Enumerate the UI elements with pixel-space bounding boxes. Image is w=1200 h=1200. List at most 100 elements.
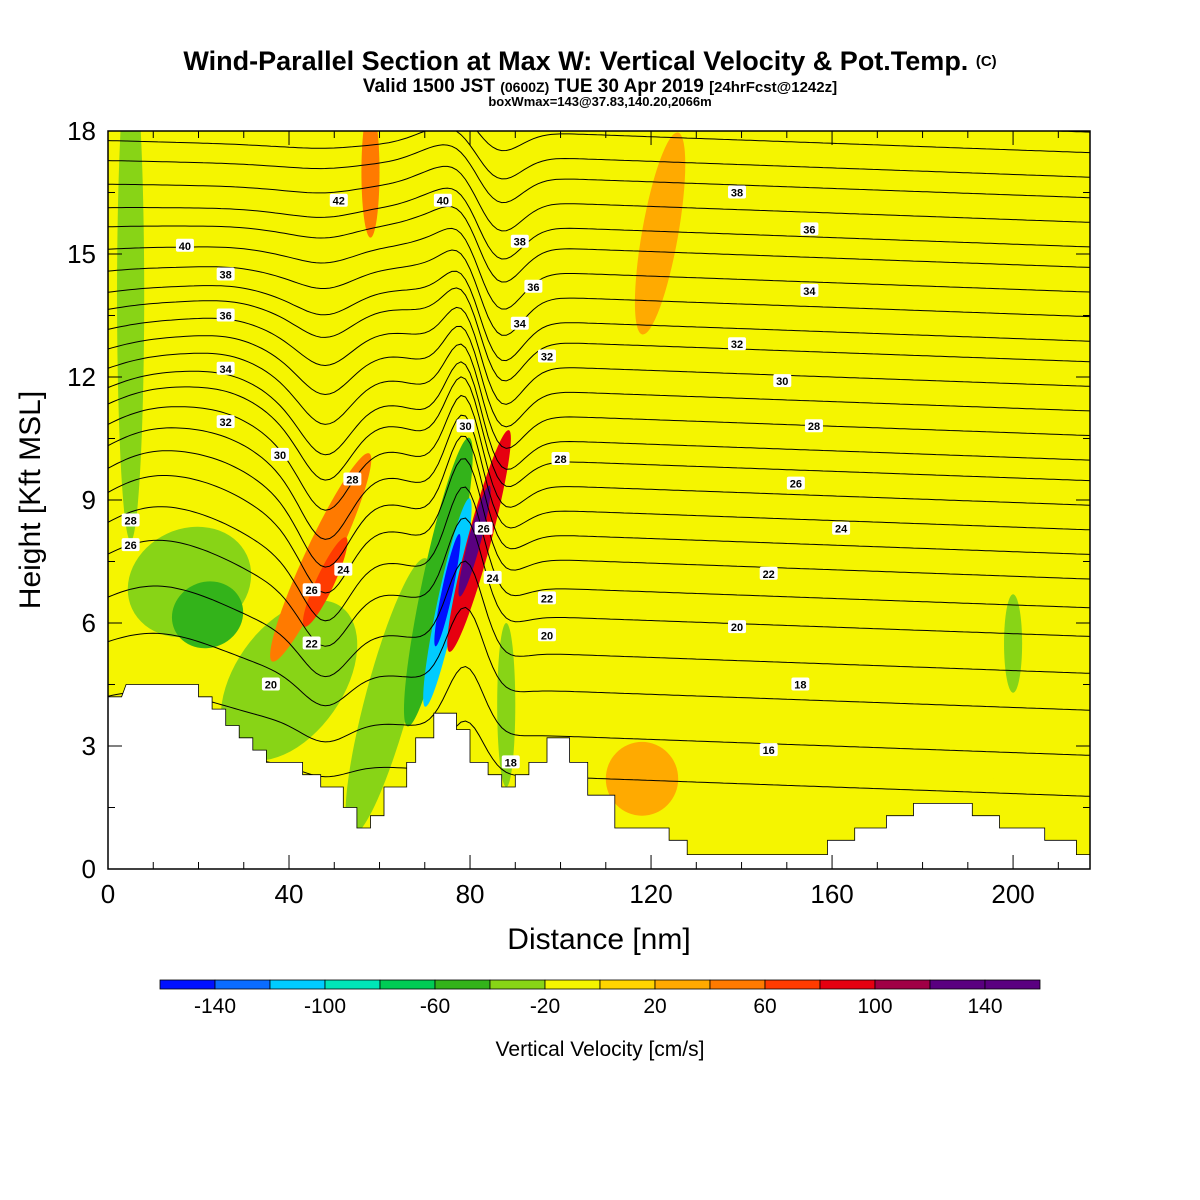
isentrope-label-text-32: 26 <box>790 479 802 491</box>
x-tick-label-3: 120 <box>629 879 672 909</box>
isentrope-label-12: 40 <box>175 238 194 253</box>
isentrope-label-0: 26 <box>121 538 140 552</box>
isentrope-label-text-33: 24 <box>835 524 848 536</box>
isentrope-label-23: 36 <box>524 279 543 294</box>
isentrope-label-31: 28 <box>804 419 823 433</box>
isentrope-label-13: 42 <box>329 193 348 208</box>
isentrope-label-29: 32 <box>728 337 747 351</box>
isentrope-label-3: 22 <box>302 636 321 651</box>
colorbar-swatch-9 <box>654 979 711 990</box>
isentrope-31 <box>108 287 1090 382</box>
colorbar-title: Vertical Velocity [cm/s] <box>496 1038 705 1061</box>
colorbar-swatch-1 <box>214 979 271 990</box>
isentrope-label-text-21: 32 <box>541 352 553 364</box>
isentrope-label-32: 26 <box>786 476 805 491</box>
velocity-cell-2 <box>171 581 244 649</box>
isentrope-label-text-35: 20 <box>731 622 743 634</box>
isentrope-label-text-1: 28 <box>125 516 137 528</box>
isentrope-label-25: 28 <box>551 452 570 466</box>
isentrope-label-text-25: 28 <box>554 454 566 466</box>
colorbar-swatch-15 <box>984 979 1041 990</box>
isentrope-label-text-4: 26 <box>306 585 318 597</box>
colorbar-label-7: 140 <box>967 995 1002 1018</box>
isentrope-label-19: 22 <box>537 591 556 605</box>
velocity-band-4 <box>637 336 710 828</box>
velocity-cell-5 <box>270 453 372 662</box>
isentrope-label-6: 28 <box>343 472 362 487</box>
colorbar-swatch-7 <box>544 979 601 990</box>
chart-subtitle-2: boxWmax=143@37.83,140.20,2066m <box>488 94 711 109</box>
isentrope-label-14: 40 <box>433 193 452 208</box>
colorbar-swatch-12 <box>819 979 876 990</box>
isentrope-label-text-8: 32 <box>220 417 232 429</box>
colorbar: -140 -100 -60 -20 20 60 100 140 <box>159 979 1041 1018</box>
isentrope-label-text-15: 30 <box>459 421 471 433</box>
velocity-cell-10 <box>434 534 461 647</box>
isentrope-label-text-9: 34 <box>220 364 233 376</box>
isentrope-label-9: 34 <box>216 361 235 376</box>
colorbar-label-2: -60 <box>420 995 450 1018</box>
isentrope-25 <box>108 394 1090 511</box>
isentrope-40 <box>476 131 1090 154</box>
isentrope-label-22: 34 <box>510 316 529 331</box>
isentrope-37 <box>108 165 1090 232</box>
isentrope-27 <box>108 361 1090 470</box>
isentrope-label-text-5: 24 <box>337 565 350 577</box>
velocity-cell-8 <box>403 437 473 727</box>
isentrope-20 <box>108 517 1090 647</box>
isentrope-label-5: 24 <box>334 562 353 577</box>
y-tick-label-1: 3 <box>82 731 96 761</box>
isentrope-label-15: 30 <box>456 419 475 433</box>
colorbar-swatch-11 <box>764 979 821 990</box>
isentrope-19 <box>108 560 1090 678</box>
isentrope-label-text-23: 36 <box>527 282 539 294</box>
isentrope-17 <box>108 665 1090 756</box>
isentrope-label-8: 32 <box>216 415 235 429</box>
velocity-cell-6 <box>302 537 348 627</box>
isentrope-label-34: 22 <box>759 566 778 581</box>
velocity-cell-12 <box>458 485 491 597</box>
isentrope-30 <box>108 306 1090 405</box>
isentrope-label-text-17: 24 <box>487 573 500 585</box>
isentrope-label-text-7: 30 <box>274 450 286 462</box>
isentrope-label-33: 24 <box>832 521 851 536</box>
isentrope-38 <box>108 144 1090 204</box>
x-tick-label-4: 160 <box>810 879 853 909</box>
colorbar-label-6: 100 <box>857 995 892 1018</box>
isentrope-label-16: 26 <box>474 521 493 536</box>
colorbar-swatch-10 <box>709 979 766 990</box>
colorbar-swatch-6 <box>489 979 546 990</box>
y-axis-title: Height [Kft MSL] <box>14 391 47 609</box>
isentrope-label-10: 36 <box>216 308 235 323</box>
isentrope-label-text-0: 26 <box>125 540 137 552</box>
colorbar-swatch-4 <box>379 979 436 990</box>
y-tick-label-4: 12 <box>67 362 96 392</box>
isentrope-label-text-30: 30 <box>776 376 788 388</box>
isentrope-label-text-3: 22 <box>306 639 318 651</box>
isentrope-label-text-31: 28 <box>808 421 820 433</box>
isentrope-label-text-22: 34 <box>514 319 527 331</box>
y-tick-label-3: 9 <box>82 485 96 515</box>
plot-area: 26 28 20 22 26 24 28 30 32 34 36 38 40 42 40 30 26 24 18 22… <box>108 131 1090 869</box>
colorbar-label-4: 20 <box>643 995 666 1018</box>
isentrope-21 <box>108 486 1090 622</box>
colorbar-swatch-2 <box>269 979 326 990</box>
isentrope-label-text-2: 20 <box>265 680 277 692</box>
colorbar-label-0: -140 <box>194 995 236 1018</box>
isentrope-label-28: 34 <box>800 283 819 298</box>
isentrope-label-text-27: 36 <box>803 224 815 236</box>
isentrope-28 <box>108 343 1090 449</box>
isentrope-label-text-6: 28 <box>346 475 358 487</box>
isentrope-label-text-14: 40 <box>437 196 449 208</box>
isentrope-label-37: 16 <box>759 743 778 757</box>
isentrope-label-20: 20 <box>537 628 556 642</box>
potential-temperature-contours <box>108 131 1090 797</box>
x-tick-label-0: 0 <box>101 879 115 909</box>
potential-temperature-labels: 26 28 20 22 26 24 28 30 32 34 36 38 40 42 40 30 26 24 18 22… <box>121 185 851 769</box>
isentrope-label-1: 28 <box>121 513 140 528</box>
isentrope-35 <box>108 205 1090 283</box>
colorbar-swatch-13 <box>874 979 931 990</box>
isentrope-label-7: 30 <box>270 447 289 462</box>
isentrope-label-36: 18 <box>791 677 810 692</box>
